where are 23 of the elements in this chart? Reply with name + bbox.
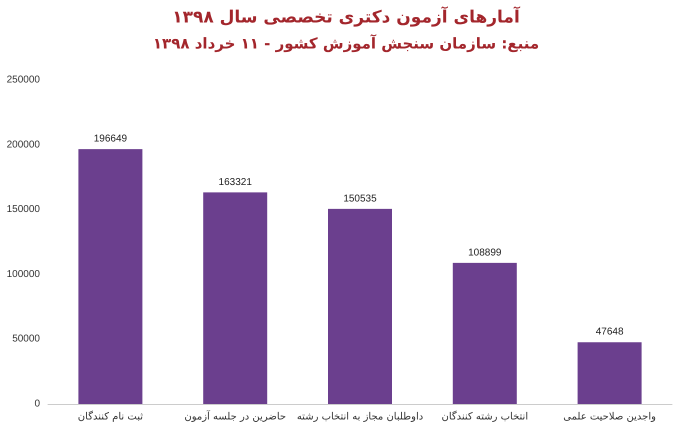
x-tick-label: واجدین صلاحیت علمی	[563, 412, 656, 422]
data-label: 163321	[218, 176, 252, 188]
y-tick-label: 250000	[6, 74, 40, 86]
y-tick-label: 150000	[6, 204, 40, 216]
chart-subtitle: منبع: سازمان سنجش آموزش کشور - ۱۱ خرداد ۱۳۹۸	[152, 34, 540, 52]
x-tick-label: ثبت نام کنندگان	[78, 410, 144, 422]
y-tick-label: 0	[34, 398, 40, 410]
x-tick-label: انتخاب رشته کنندگان	[441, 410, 528, 422]
y-tick-label: 50000	[12, 334, 40, 345]
data-label: 108899	[468, 247, 502, 258]
data-label: 196649	[94, 134, 128, 145]
bar	[328, 208, 392, 404]
y-tick-label: 100000	[6, 268, 40, 280]
x-tick-label: حاضرین در جلسه آزمون	[184, 410, 286, 422]
bar	[78, 149, 142, 404]
chart-title: آمارهای آزمون دکتری تخصصی سال ۱۳۹۸	[172, 6, 521, 28]
bar	[578, 342, 642, 404]
data-label: 150535	[343, 193, 378, 204]
y-tick-label: 200000	[6, 139, 40, 150]
data-label: 47648	[596, 326, 624, 338]
bar	[203, 192, 268, 404]
x-tick-label: داوطلبان مجاز به انتخاب رشته	[296, 412, 424, 422]
bar	[452, 262, 517, 404]
